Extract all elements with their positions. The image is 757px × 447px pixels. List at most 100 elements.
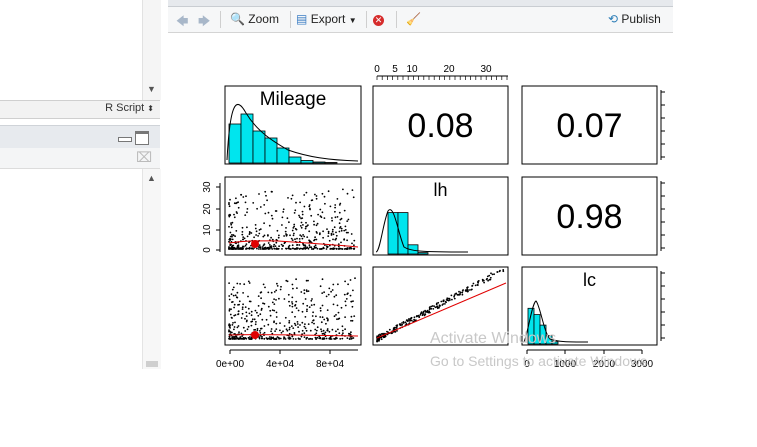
scatter-point — [310, 248, 313, 250]
scatter-point — [255, 234, 257, 236]
scatter-point — [231, 324, 234, 326]
scatter-point — [300, 217, 302, 220]
scatter-point — [458, 290, 460, 293]
scatter-point — [228, 335, 231, 338]
console-scrollbar[interactable]: ▲ — [142, 169, 161, 369]
scatter-point — [340, 229, 343, 232]
scatter-point — [326, 317, 328, 320]
forward-arrow-icon[interactable]: 🡆 — [198, 14, 211, 28]
scatter-point — [305, 191, 308, 194]
scatter-point — [326, 319, 329, 322]
scatter-point — [263, 325, 266, 327]
scatter-point — [314, 336, 317, 339]
scatter-point — [338, 230, 341, 233]
scatter-point — [334, 210, 336, 213]
scatter-point — [444, 300, 447, 303]
zoom-button[interactable]: 🔍 Zoom — [230, 12, 279, 26]
scatter-point — [242, 303, 244, 306]
editor-scrollbar[interactable]: ▼ — [142, 0, 161, 100]
pane-tabs[interactable] — [168, 0, 673, 7]
scatter-point — [258, 232, 261, 235]
scatter-point — [295, 300, 298, 303]
scatter-point — [376, 340, 379, 343]
axis-tick-label: 30 — [480, 64, 492, 75]
scatter-point — [286, 280, 289, 283]
axis-tick-label: 0 — [202, 247, 213, 253]
minimize-icon[interactable] — [118, 137, 132, 142]
scatter-point — [301, 310, 304, 313]
script-type-select[interactable]: R Script ⬍ — [105, 102, 154, 114]
scatter-point — [313, 303, 316, 306]
scatter-point — [293, 332, 296, 334]
remove-plot-button[interactable]: ✕ — [373, 12, 384, 26]
scatter-point — [231, 288, 234, 291]
scatter-point — [237, 248, 240, 250]
broom-icon[interactable]: ⌧ — [136, 149, 153, 165]
scatter-point — [351, 242, 353, 245]
scatter-point — [402, 322, 405, 324]
scatter-point — [230, 316, 233, 319]
scatter-point — [319, 316, 322, 318]
scatter-point — [502, 270, 505, 273]
scatter-point — [293, 223, 296, 226]
publish-button[interactable]: ⟲ Publish — [608, 12, 661, 26]
scatter-point — [351, 305, 354, 308]
scatter-point — [250, 324, 253, 327]
scatter-point — [340, 306, 343, 309]
clear-all-button[interactable]: 🧹 — [406, 12, 421, 26]
scroll-up-icon[interactable]: ▲ — [147, 173, 156, 183]
scatter-point — [472, 282, 475, 285]
scatter-point — [247, 295, 249, 298]
scatter-point — [325, 337, 328, 340]
scatter-point — [344, 304, 347, 307]
histogram-bar — [539, 324, 547, 345]
scatter-point — [260, 337, 263, 340]
scatter-point — [311, 321, 313, 324]
scatter-point — [348, 338, 351, 340]
editor-pane[interactable] — [0, 0, 161, 100]
histogram-bar — [324, 162, 338, 164]
scatter-point — [315, 238, 318, 241]
scatter-point — [347, 283, 349, 286]
export-button[interactable]: ▤ Export ▼ — [296, 12, 357, 26]
scatter-point — [262, 283, 265, 286]
scatter-point — [334, 238, 337, 241]
scatter-point — [275, 316, 278, 318]
scroll-down-icon[interactable]: ▼ — [147, 84, 156, 94]
scatter-point — [321, 304, 324, 307]
scrollbar-grip[interactable] — [146, 361, 158, 367]
scatter-point — [267, 242, 270, 244]
scatter-point — [271, 217, 274, 220]
scatter-point — [294, 209, 297, 212]
scatter-point — [257, 314, 260, 317]
scatter-point — [250, 314, 253, 317]
scatter-point — [242, 326, 245, 329]
back-arrow-icon[interactable]: 🡄 — [176, 14, 189, 28]
scatter-point — [297, 326, 299, 328]
scatter-point — [291, 305, 294, 308]
scatter-point — [416, 315, 419, 318]
scatter-point — [308, 241, 311, 244]
scatter-point — [299, 225, 302, 227]
scatter-point — [266, 338, 269, 340]
scatter-point — [276, 248, 279, 250]
scatter-point — [273, 303, 276, 305]
scatter-point — [244, 330, 247, 332]
scatter-point — [249, 231, 251, 234]
scatter-point — [228, 203, 230, 206]
console-output[interactable] — [0, 169, 160, 369]
scatter-point — [315, 246, 317, 249]
scatter-point — [341, 337, 344, 340]
scatter-point — [321, 332, 324, 335]
scatter-point — [298, 214, 300, 217]
scatter-point — [265, 194, 267, 197]
scatter-point — [228, 205, 231, 208]
scatter-point — [275, 322, 278, 325]
scatter-point — [339, 247, 342, 250]
maximize-icon[interactable] — [135, 131, 149, 145]
scatter-point — [259, 334, 262, 337]
scatter-point — [288, 320, 291, 322]
scatter-point — [350, 233, 353, 235]
scatter-point — [330, 247, 333, 250]
scatter-point — [314, 328, 317, 331]
